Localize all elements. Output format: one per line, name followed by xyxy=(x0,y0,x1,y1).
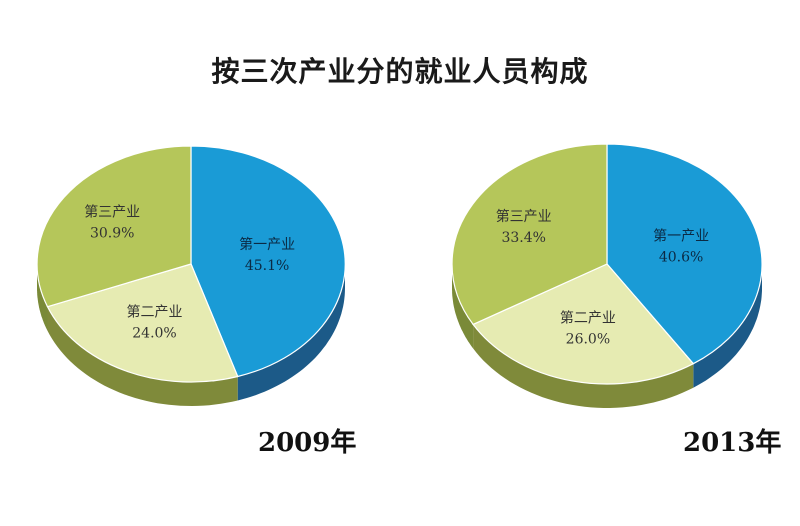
pie-slice-side-1-0 xyxy=(693,264,762,388)
pie-slice-label-0-1: 24.0% xyxy=(132,326,176,342)
pie-slice-0-0 xyxy=(190,145,346,378)
pie-slice-0-1 xyxy=(46,263,239,383)
pie-slice-0-2 xyxy=(36,145,192,308)
pie-slice-name-0-2: 第三产业 xyxy=(84,204,140,221)
pie-slice-name-0-0: 第一产业 xyxy=(239,236,295,253)
pie-slice-name-1-2: 第三产业 xyxy=(496,208,552,225)
pie-slice-label-1-1: 26.0% xyxy=(566,331,610,347)
pie-slice-side-0-0 xyxy=(237,264,345,401)
pie-year-label-2013: 2013年 xyxy=(683,428,782,458)
pie-slice-label-0-0: 45.1% xyxy=(245,258,289,274)
pie-slice-label-0-2: 30.9% xyxy=(90,226,134,242)
pie-slice-side-1-2 xyxy=(452,264,474,349)
pie-slice-label-1-0: 40.6% xyxy=(659,250,703,266)
pie-slice-1-2 xyxy=(451,143,608,326)
pie-slice-side-0-2 xyxy=(37,264,48,331)
pie-slice-name-1-0: 第一产业 xyxy=(653,228,709,245)
pie-slice-side-0-1 xyxy=(47,306,238,406)
pie-chart-0: 第一产业 45.1% 第二产业 24.0% 第三产业 30.9% xyxy=(36,145,346,406)
pie-slice-name-0-1: 第二产业 xyxy=(127,304,183,321)
pie-slice-side-1-1 xyxy=(473,324,694,408)
pie-slice-name-1-1: 第二产业 xyxy=(560,309,616,326)
pie-slice-1-1 xyxy=(472,263,695,385)
pie-chart-1: 第一产业 40.6% 第二产业 26.0% 第三产业 33.4% xyxy=(451,143,763,408)
pie-year-label-2009: 2009年 xyxy=(258,428,357,458)
pie-slice-label-1-2: 33.4% xyxy=(501,230,545,246)
chart-title: 按三次产业分的就业人员构成 xyxy=(211,55,589,88)
